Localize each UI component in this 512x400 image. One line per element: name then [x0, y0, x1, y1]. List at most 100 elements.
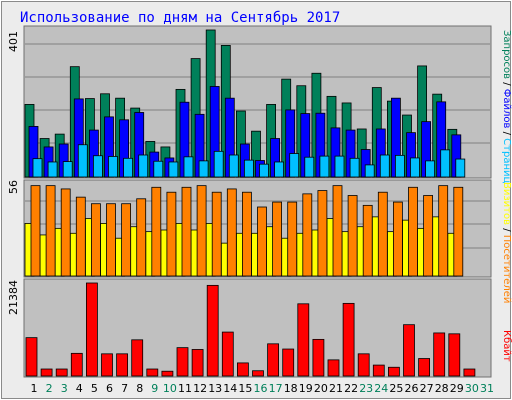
bar-top-3-day-29 — [455, 158, 466, 178]
bar-bottom-1-day-27 — [418, 358, 431, 377]
bar-top-3-day-2 — [47, 161, 58, 178]
bar-top-3-day-6 — [108, 156, 118, 178]
x-label-day: 19 — [299, 382, 313, 395]
x-label-day: 11 — [178, 382, 192, 395]
bar-middle-2-day-4 — [75, 196, 86, 277]
x-label-day: 2 — [46, 382, 53, 395]
bar-bottom-1-day-1 — [25, 337, 38, 377]
bottom-ymax-label: 21384 — [7, 280, 20, 315]
bar-middle-2-day-27 — [423, 195, 434, 277]
bar-bottom-1-day-10 — [161, 370, 174, 377]
bar-middle-2-day-15 — [241, 191, 252, 277]
legend-part-1: Кбайт — [501, 330, 512, 362]
bar-bottom-1-day-2 — [40, 368, 53, 377]
bar-bottom-1-day-26 — [403, 324, 415, 377]
bar-middle-2-day-16 — [257, 206, 267, 277]
bar-top-3-day-9 — [153, 160, 164, 178]
bar-middle-2-day-22 — [347, 195, 358, 277]
x-label-day: 22 — [344, 382, 358, 395]
bar-bottom-1-day-11 — [176, 347, 189, 377]
bar-middle-2-day-18 — [287, 201, 298, 277]
bar-top-3-day-7 — [123, 157, 133, 178]
x-label-day: 16 — [254, 382, 268, 395]
middle-ymax-label: 56 — [7, 180, 20, 194]
bar-middle-2-day-10 — [166, 191, 177, 277]
bar-bottom-1-day-12 — [191, 349, 204, 377]
x-label-day: 25 — [389, 382, 403, 395]
bar-middle-2-day-26 — [408, 186, 418, 277]
legend-part-1: Визитов — [501, 182, 512, 225]
bar-top-3-day-17 — [274, 161, 285, 178]
bar-bottom-1-day-28 — [433, 332, 446, 377]
bar-bottom-1-day-16 — [252, 370, 264, 377]
bar-middle-2-day-14 — [226, 188, 237, 277]
bar-middle-2-day-8 — [136, 198, 147, 277]
bar-top-3-day-3 — [62, 161, 73, 178]
bar-bottom-1-day-29 — [448, 333, 461, 377]
bar-bottom-1-day-25 — [387, 366, 400, 377]
bar-middle-2-day-13 — [211, 191, 222, 277]
bar-bottom-1-day-13 — [206, 284, 219, 377]
bar-middle-2-day-29 — [453, 186, 464, 277]
middle-legend: Визитов / Посетителей — [501, 182, 512, 303]
bar-middle-2-day-6 — [106, 203, 116, 277]
bar-top-3-day-20 — [319, 155, 330, 178]
bar-top-3-day-11 — [183, 156, 194, 178]
bar-middle-2-day-25 — [392, 201, 403, 277]
bar-middle-2-day-19 — [302, 193, 313, 277]
bar-bottom-1-day-5 — [86, 282, 98, 377]
bar-middle-2-day-17 — [272, 201, 283, 277]
bar-bottom-1-day-17 — [267, 343, 280, 377]
x-label-day: 21 — [329, 382, 343, 395]
legend-part-2: / — [501, 79, 512, 89]
bar-top-3-day-8 — [138, 154, 149, 178]
bar-top-3-day-24 — [379, 154, 390, 178]
bar-bottom-1-day-4 — [70, 352, 83, 377]
bar-top-3-day-18 — [289, 153, 300, 178]
bar-top-3-day-26 — [410, 157, 420, 178]
bar-top-3-day-15 — [243, 159, 254, 178]
bar-bottom-1-day-6 — [101, 353, 113, 377]
x-label-day: 14 — [223, 382, 237, 395]
x-label-day: 20 — [314, 382, 328, 395]
bar-middle-2-day-23 — [362, 204, 373, 277]
x-label-day: 29 — [450, 382, 464, 395]
top-legend: Запросов / Файлов / Страниц — [501, 30, 512, 183]
bar-top-3-day-23 — [364, 164, 375, 178]
bar-middle-2-day-5 — [91, 203, 101, 277]
x-label-day: 15 — [238, 382, 252, 395]
bar-top-3-day-19 — [304, 156, 315, 178]
bar-top-3-day-25 — [394, 154, 405, 178]
bar-middle-2-day-7 — [121, 203, 131, 277]
bar-top-3-day-16 — [259, 163, 269, 178]
bar-middle-2-day-20 — [317, 190, 328, 277]
x-label-day: 13 — [208, 382, 222, 395]
x-label-day: 30 — [465, 382, 479, 395]
bar-top-3-day-12 — [198, 160, 209, 178]
bar-top-3-day-10 — [168, 161, 179, 178]
x-label-day: 5 — [91, 382, 98, 395]
bar-middle-2-day-11 — [181, 186, 192, 277]
bar-top-3-day-27 — [425, 160, 436, 178]
bar-top-3-day-5 — [93, 155, 103, 178]
bar-bottom-1-day-9 — [146, 368, 159, 377]
x-label-day: 3 — [61, 382, 68, 395]
top-ymax-label: 401 — [7, 31, 20, 52]
bar-bottom-1-day-22 — [342, 302, 355, 377]
bar-middle-2-day-12 — [196, 185, 207, 277]
x-label-day: 28 — [435, 382, 449, 395]
x-label-day: 23 — [359, 382, 373, 395]
bottom-legend: Кбайт — [501, 330, 512, 362]
x-label-day: 4 — [76, 382, 83, 395]
bar-middle-2-day-2 — [45, 185, 56, 277]
x-label-day: 24 — [374, 382, 388, 395]
bar-middle-2-day-1 — [30, 185, 41, 277]
bar-top-3-day-13 — [213, 150, 224, 178]
x-label-day: 18 — [284, 382, 298, 395]
legend-part-3: Файлов — [501, 89, 512, 129]
bar-top-3-day-28 — [440, 149, 451, 178]
legend-part-5: Страниц — [501, 138, 512, 183]
legend-part-1: Запросов — [501, 30, 512, 79]
bar-top-3-day-14 — [228, 154, 239, 178]
bar-top-3-day-1 — [32, 158, 43, 178]
